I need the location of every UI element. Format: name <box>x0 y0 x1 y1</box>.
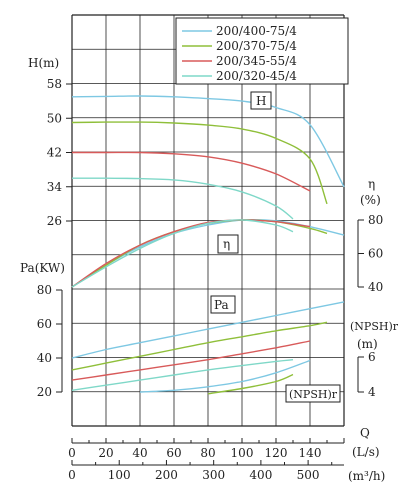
eff-axis-unit: (%) <box>360 193 381 207</box>
legend-label-1: 200/400-75/4 <box>216 24 297 38</box>
head-curve-4 <box>71 177 294 220</box>
npsh-tick-label: 4 <box>368 385 376 399</box>
q-m3h-tick-label: 0 <box>68 468 76 482</box>
power-curve-3 <box>71 340 311 381</box>
legend-box <box>175 17 349 85</box>
power-curve-2 <box>71 321 328 371</box>
q-m3h-tick-label: 300 <box>202 468 225 482</box>
eff-tick-label: 60 <box>368 247 383 261</box>
npsh-curve-2 <box>207 373 294 395</box>
q-m3h-tick-label: 500 <box>297 468 320 482</box>
efficiency-curve-3 <box>71 219 311 288</box>
pa-curve-label: Pa <box>214 298 229 312</box>
npsh-tick-label: 6 <box>368 350 376 364</box>
q-m3h-tick-label: 100 <box>108 468 131 482</box>
npsh-curve-1 <box>139 359 311 393</box>
npsh-axis-unit: (m) <box>357 337 378 351</box>
q-ls-tick-label: 100 <box>231 446 254 460</box>
h-tick-label: 42 <box>47 146 62 160</box>
h-axis-label: H(m) <box>28 56 59 70</box>
legend-label-3: 200/345-55/4 <box>216 54 297 68</box>
pa-axis-label: Pa(KW) <box>20 261 65 275</box>
npsh-label-box <box>285 384 341 403</box>
q-axis-label: Q <box>360 426 370 440</box>
eff-tick-label: 40 <box>368 280 383 294</box>
curves <box>71 95 345 395</box>
npsh-axis-label: (NPSH)r <box>350 320 399 333</box>
legend: 200/400-75/4 200/370-75/4 200/345-55/4 2… <box>175 17 349 85</box>
eff-axis-label: η <box>368 177 375 191</box>
q-ls-unit: (L/s) <box>352 445 380 459</box>
q-ls-tick-label: 120 <box>265 446 288 460</box>
eta-label-box <box>217 234 239 254</box>
q-ls-tick-label: 80 <box>200 446 215 460</box>
h-tick-label: 26 <box>47 214 62 228</box>
eta-curve-label: η <box>223 237 230 251</box>
q-ls-tick-label: 20 <box>98 446 113 460</box>
pa-tick-label: 80 <box>37 283 52 297</box>
power-curve-1 <box>71 301 345 359</box>
head-curve-2 <box>71 121 328 205</box>
h-tick-label: 50 <box>47 111 62 125</box>
pa-tick-label: 40 <box>37 351 52 365</box>
pa-label-box <box>210 295 236 314</box>
pa-tick-label: 60 <box>37 317 52 331</box>
h-label-box <box>250 91 272 110</box>
efficiency-curve-4 <box>71 219 294 288</box>
h-curve-label: H <box>256 94 266 108</box>
q-m3h-tick-label: 200 <box>155 468 178 482</box>
q-m3h-tick-label: 400 <box>249 468 272 482</box>
q-ls-tick-label: 40 <box>132 446 147 460</box>
q-ls-tick-label: 140 <box>299 446 322 460</box>
h-tick-label: 58 <box>47 77 62 91</box>
head-curve-3 <box>72 151 311 192</box>
h-tick-label: 34 <box>47 180 63 194</box>
q-ls-tick-label: 60 <box>166 446 181 460</box>
power-curve-4 <box>71 359 294 391</box>
legend-label-4: 200/320-45/4 <box>216 69 297 83</box>
q-m3h-unit: (m³/h) <box>348 469 385 483</box>
head-curve-1 <box>71 95 345 188</box>
pa-tick-label: 20 <box>37 385 52 399</box>
q-ls-tick-label: 0 <box>68 446 76 460</box>
eff-tick-label: 80 <box>368 213 383 227</box>
legend-label-2: 200/370-75/4 <box>216 39 297 53</box>
npsh-curve-label: (NPSH)r <box>289 388 338 401</box>
